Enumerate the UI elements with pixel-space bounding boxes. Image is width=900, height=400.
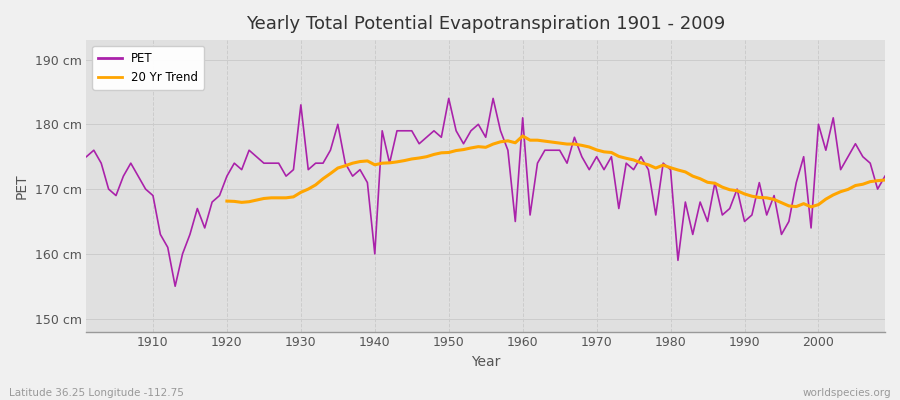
- Legend: PET, 20 Yr Trend: PET, 20 Yr Trend: [93, 46, 204, 90]
- Y-axis label: PET: PET: [15, 173, 29, 199]
- Text: Latitude 36.25 Longitude -112.75: Latitude 36.25 Longitude -112.75: [9, 388, 184, 398]
- X-axis label: Year: Year: [471, 355, 500, 369]
- Title: Yearly Total Potential Evapotranspiration 1901 - 2009: Yearly Total Potential Evapotranspiratio…: [246, 15, 725, 33]
- Text: worldspecies.org: worldspecies.org: [803, 388, 891, 398]
